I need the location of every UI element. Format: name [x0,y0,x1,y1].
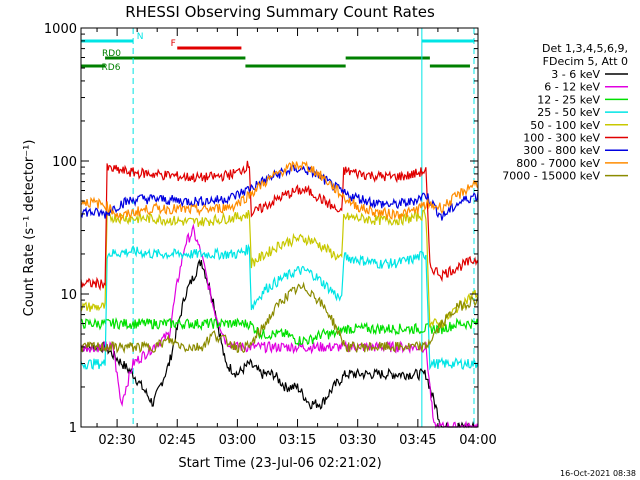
legend-entry-label: 7000 - 15000 keV [502,170,600,183]
y-tick-label: 1000 [44,22,77,37]
x-axis-label: Start Time (23-Jul-06 02:21:02) [178,456,381,471]
legend-header: FDecim 5, Att 0 [543,55,628,68]
flag-label: N [137,32,144,42]
timestamp: 16-Oct-2021 08:38 [560,469,636,478]
x-tick-label: 03:30 [339,433,376,448]
legend: Det 1,3,4,5,6,9,FDecim 5, Att 03 - 6 keV… [502,42,628,183]
x-tick-label: 02:30 [98,433,135,448]
series-line [80,223,479,429]
series-layer [80,160,479,429]
x-tick-label: 02:45 [159,433,196,448]
x-tick-label: 04:00 [459,433,496,448]
flag-label: RD6 [102,63,121,73]
series-line [80,160,479,222]
y-tick-label: 1 [69,421,77,436]
y-tick-label: 10 [60,288,77,303]
series-line [80,243,479,371]
legend-entry-label: 50 - 100 keV [530,119,600,132]
series-line [80,163,479,221]
axes: 1 10 100 1000 02:30 02:45 03:00 03:15 03:30 03:45… [44,22,497,448]
series-line [80,281,479,354]
chart-title: RHESSI Observing Summary Count Rates [125,3,435,21]
legend-header: Det 1,3,4,5,6,9, [542,42,628,55]
series-line [80,160,479,292]
plot-frame [80,27,479,428]
x-tick-label: 03:45 [399,433,436,448]
legend-entry-label: 3 - 6 keV [551,68,600,81]
series-line [80,209,479,329]
flag-label: F [171,39,176,49]
y-axis-label: Count Rate (s⁻¹ detector⁻¹) [22,140,37,317]
legend-entry-label: 800 - 7000 keV [516,157,600,170]
legend-entry-label: 25 - 50 keV [537,106,600,119]
x-tick-label: 03:15 [279,433,316,448]
legend-entry-label: 12 - 25 keV [537,93,600,106]
x-tick-label: 03:00 [219,433,256,448]
legend-entry-label: 300 - 800 keV [523,144,600,157]
legend-entry-label: 6 - 12 keV [544,81,600,94]
legend-entry-label: 100 - 300 keV [523,132,600,145]
y-tick-label: 100 [52,155,77,170]
flag-transition-lines [80,28,475,427]
observing-flags: N F RD0 RD6 [81,32,474,73]
flag-label: RD0 [102,49,121,59]
series-line [80,317,479,347]
series-line [80,258,479,429]
